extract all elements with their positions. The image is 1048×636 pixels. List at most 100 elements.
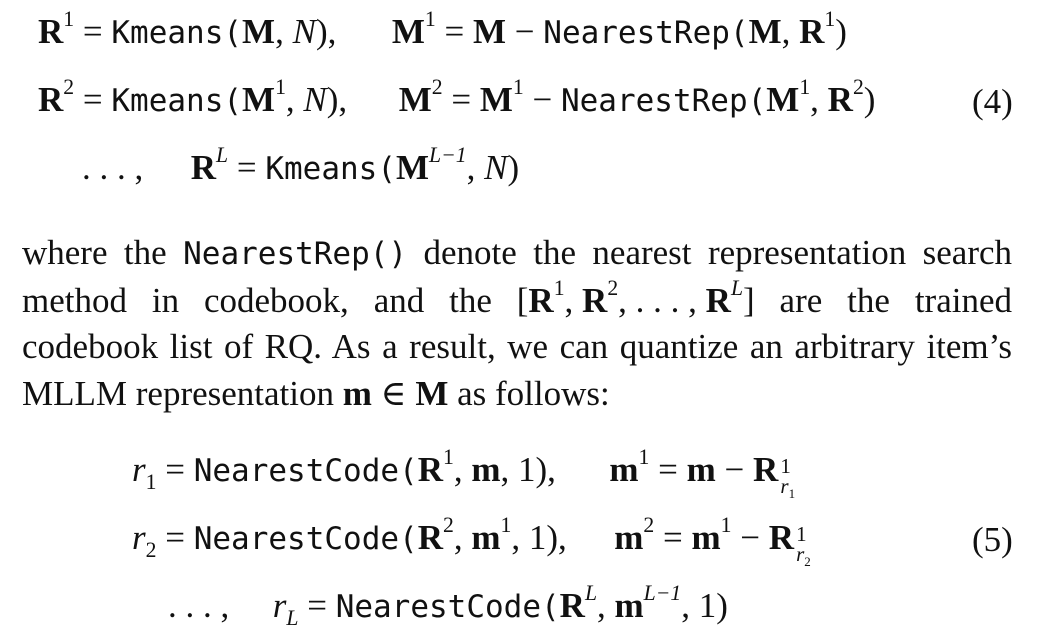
equals: = — [74, 12, 112, 51]
comma: , — [564, 280, 583, 320]
vector-m: m — [614, 586, 644, 625]
comma: , — [453, 518, 472, 557]
minus: − — [731, 518, 769, 557]
func-kmeans: Kmeans — [111, 83, 224, 119]
matrix-m: M — [398, 80, 432, 119]
superscript: 1 — [424, 7, 436, 32]
codebook-r: R — [38, 12, 64, 51]
vector-m: m — [471, 450, 501, 489]
var-r: r — [132, 450, 146, 489]
superscript: 1 — [824, 7, 836, 32]
func-nearestcode: NearestCode — [193, 453, 400, 489]
paragraph-text: as follows: — [448, 373, 610, 413]
paren: ), — [535, 450, 556, 489]
vector-m: m — [471, 518, 501, 557]
codebook-r: R — [190, 148, 217, 187]
subscript-r: r — [780, 474, 789, 499]
equals: = — [435, 12, 473, 51]
comma: , — [275, 12, 293, 51]
codebook-r: R — [582, 280, 608, 320]
eq5-line3: . . . , rL = NearestCode(RL, mL−1, 1) — [168, 582, 728, 629]
equals: = — [156, 518, 194, 557]
codebook-r: R — [705, 280, 731, 320]
paren: ( — [223, 83, 243, 119]
comma: , — [285, 80, 304, 119]
paren: ( — [399, 521, 418, 557]
superscript: 1 — [442, 445, 454, 470]
equals: = — [228, 148, 266, 187]
codebook-r: R — [753, 450, 779, 489]
paren: ( — [541, 589, 560, 625]
sup-sub-index: 1 r1 — [778, 455, 797, 500]
superscript: 1 — [799, 75, 811, 100]
comma: , — [810, 80, 828, 119]
var-n: N — [484, 148, 508, 187]
vector-m: m — [691, 518, 721, 557]
comma: , — [781, 12, 800, 51]
superscript: 1 — [553, 275, 565, 300]
subscript: r2 — [796, 542, 811, 569]
superscript: L−1 — [643, 581, 682, 606]
subscript: r1 — [780, 474, 795, 501]
func-nearestrep: NearestRep — [543, 15, 730, 51]
func-nearestrep: NearestRep — [560, 83, 748, 119]
paren: ), — [315, 12, 337, 51]
paren: ) — [863, 80, 876, 119]
ellipsis: . . . , — [82, 148, 144, 187]
superscript: 2 — [607, 275, 619, 300]
superscript: 1 — [512, 75, 524, 100]
comma: , — [500, 450, 518, 489]
matrix-m: M — [242, 80, 276, 119]
vector-m: m — [614, 518, 644, 557]
bracket: ] — [743, 280, 755, 320]
matrix-m: M — [479, 80, 513, 119]
codebook-r: R — [827, 80, 853, 119]
codebook-r: R — [559, 586, 585, 625]
ellipsis: . . . , — [168, 586, 230, 625]
codebook-r: R — [799, 12, 825, 51]
subscript: 1 — [145, 470, 157, 494]
inline-code: NearestRep() — [183, 236, 408, 272]
matrix-m: M — [748, 12, 782, 51]
equation-number-4: (4) — [972, 82, 1013, 121]
superscript: 1 — [720, 513, 732, 538]
matrix-m: M — [472, 12, 507, 51]
paren: ) — [716, 586, 728, 625]
subscript-r: r — [796, 542, 805, 567]
eq4-line1: R1 = Kmeans(M, N), M1 = M − NearestRep(M… — [38, 8, 847, 51]
var-n: N — [292, 12, 316, 51]
paren: ( — [377, 151, 396, 187]
minus: − — [715, 450, 754, 489]
eq4-line3: . . . , RL = Kmeans(ML−1, N) — [82, 144, 520, 187]
vector-m: m — [342, 373, 372, 413]
superscript: L−1 — [429, 143, 467, 168]
superscript: 2 — [431, 75, 443, 100]
eq5-line2: r2 = NearestCode(R2, m1, 1), m2 = m1 − R… — [132, 514, 813, 568]
equals: = — [649, 450, 687, 489]
paragraph-text: denote the nearest representation search… — [22, 233, 1013, 320]
matrix-m: M — [242, 12, 276, 51]
matrix-m: M — [391, 12, 425, 51]
paren: ) — [507, 148, 520, 187]
paren: ( — [223, 15, 243, 51]
superscript: 2 — [852, 75, 864, 100]
superscript: L — [730, 275, 744, 300]
func-kmeans: Kmeans — [111, 15, 224, 51]
superscript: 1 — [500, 513, 512, 538]
matrix-m: M — [415, 373, 449, 413]
codebook-r: R — [38, 80, 64, 119]
superscript: 1 — [796, 521, 807, 546]
eq4-line2: R2 = Kmeans(M1, N), M2 = M1 − NearestRep… — [38, 76, 876, 119]
sup-sub-index: 1 r2 — [794, 523, 813, 568]
func-nearestcode: NearestCode — [193, 521, 400, 557]
subscript: 2 — [804, 554, 811, 570]
element-of: ∈ — [371, 373, 416, 413]
codebook-r: R — [768, 518, 795, 557]
superscript: 2 — [643, 513, 655, 538]
comma: , — [466, 148, 485, 187]
number-one: 1 — [528, 518, 547, 557]
func-nearestcode: NearestCode — [335, 589, 541, 625]
codebook-r: R — [417, 450, 443, 489]
codebook-list: [R1, R2, . . . , RL] — [517, 275, 755, 325]
